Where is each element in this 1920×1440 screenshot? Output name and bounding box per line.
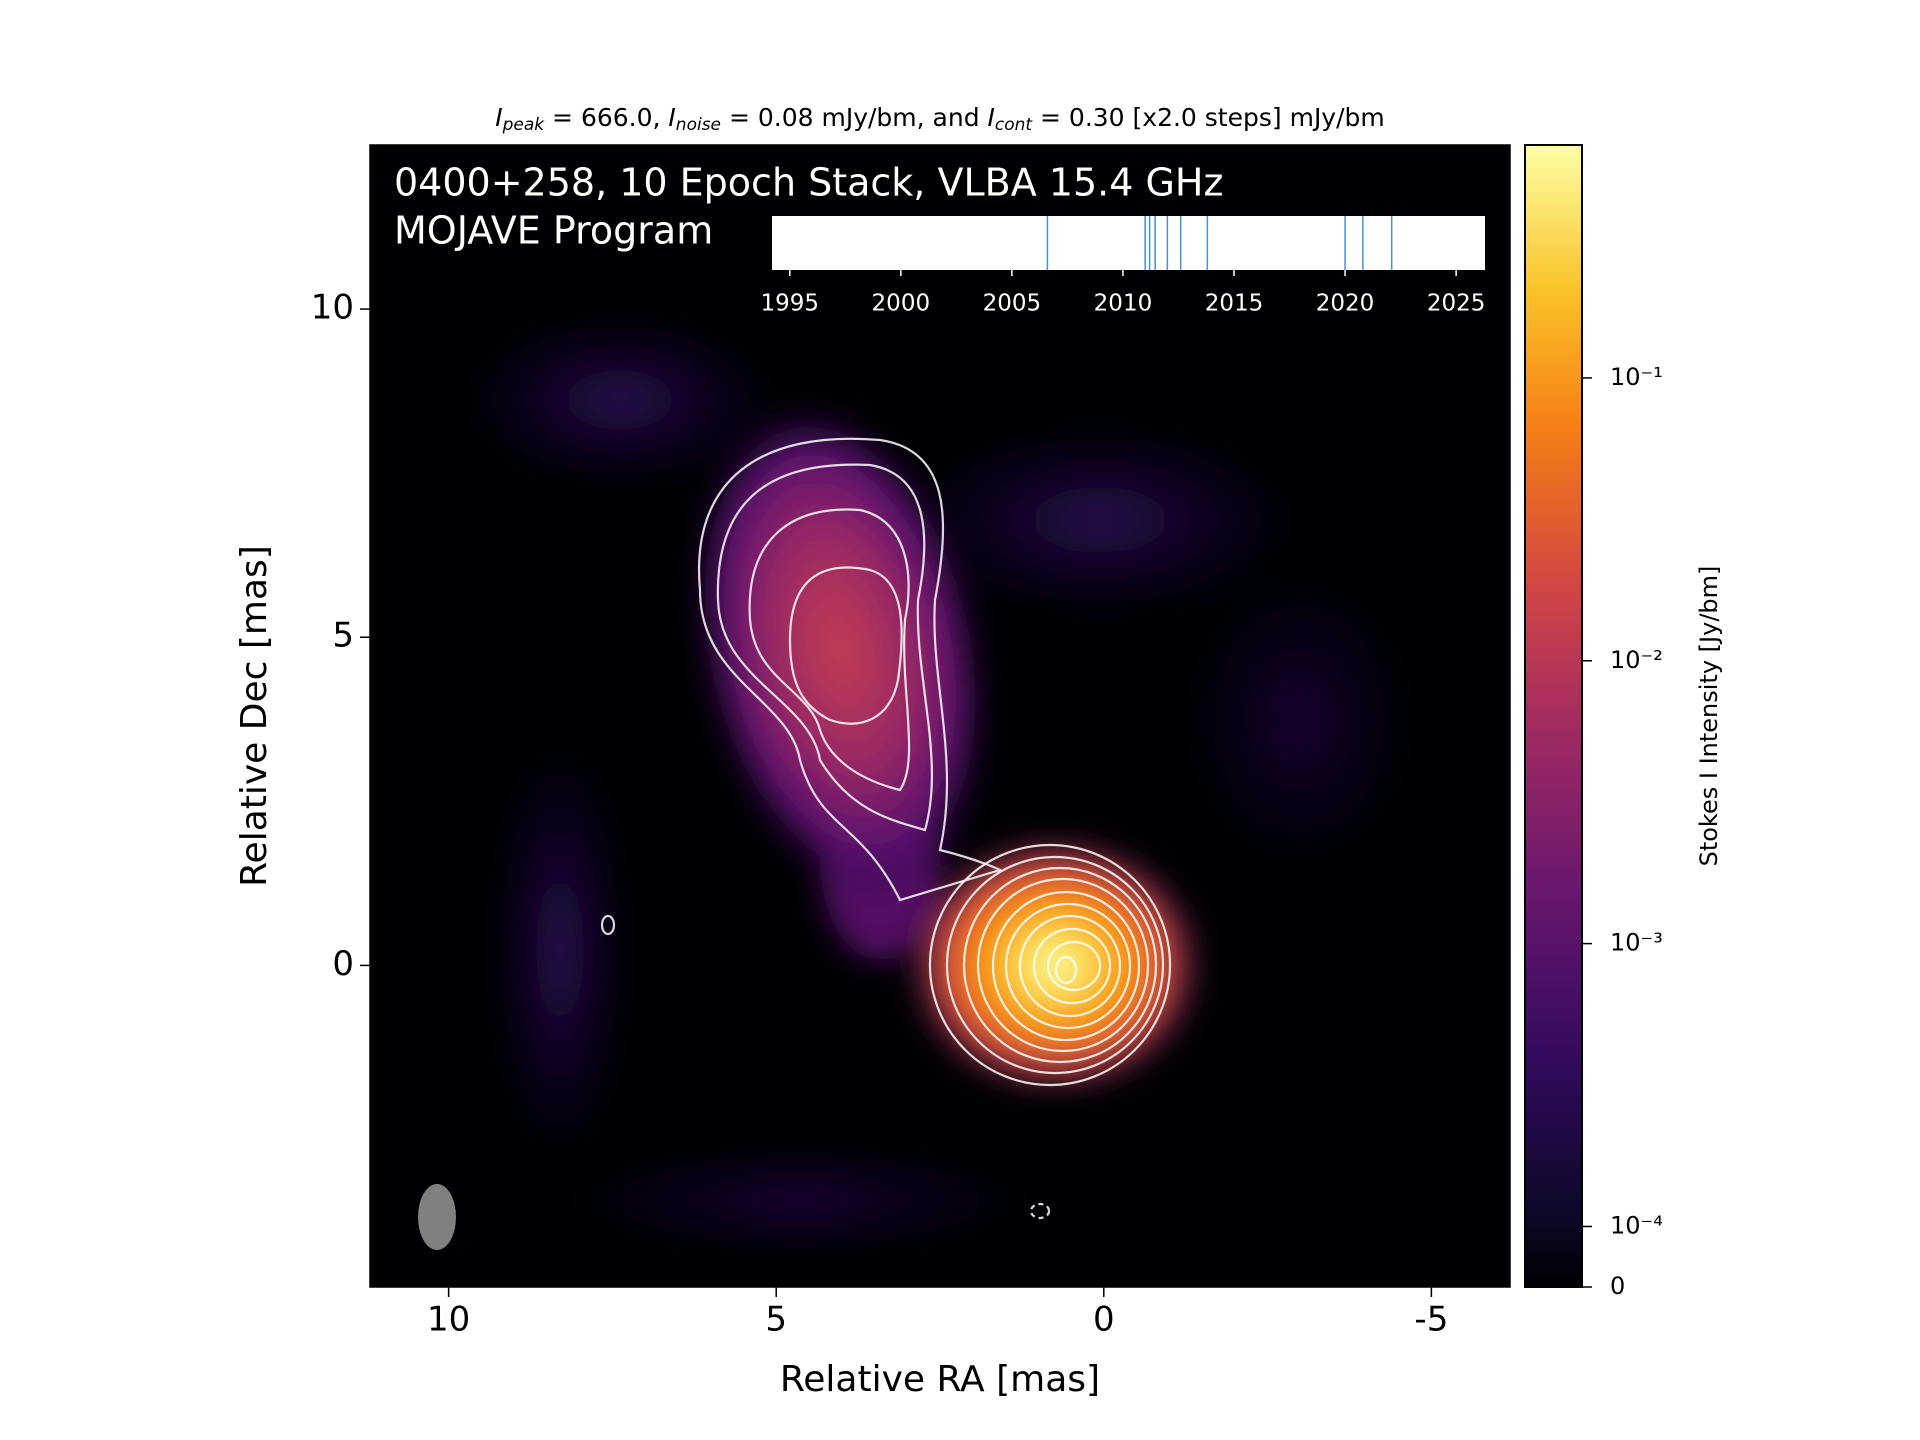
title-part: = 0.30 [x2.0 steps] mJy/bm	[1032, 103, 1385, 132]
title-part: = 666.0,	[544, 103, 668, 132]
y-tick-label: 5	[332, 616, 354, 656]
image	[418, 310, 1420, 1260]
chart-title: Ipeak = 666.0, Inoise = 0.08 mJy/bm, and…	[495, 103, 1385, 135]
title-part: cont	[995, 115, 1034, 135]
image-label: MOJAVE Program	[394, 209, 713, 253]
title-part: I	[668, 103, 675, 132]
epoch-tick-label: 2025	[1427, 291, 1486, 317]
y-tick-label: 0	[332, 944, 354, 984]
colorbar-tick-label: 10⁻¹	[1610, 363, 1663, 391]
x-tick-label: 5	[765, 1300, 787, 1340]
title-part: = 0.08 mJy/bm, and	[721, 103, 988, 132]
image-label: 0400+258, 10 Epoch Stack, VLBA 15.4 GHz	[394, 161, 1223, 205]
title-part: noise	[676, 115, 721, 135]
colorbar-tick-label: 10⁻²	[1610, 646, 1663, 674]
epoch-tick-label: 2005	[983, 291, 1042, 317]
title-part: I	[495, 103, 502, 132]
title-part: peak	[502, 115, 546, 135]
colorbar-tick-label: 10⁻³	[1610, 929, 1663, 957]
title-part: I	[988, 103, 995, 132]
epoch-tick-label: 2010	[1094, 291, 1153, 317]
x-axis-label: Relative RA [mas]	[780, 1359, 1100, 1400]
epoch-tick-label: 2015	[1205, 291, 1264, 317]
axes-frame	[369, 144, 1511, 1288]
colorbar	[1524, 144, 1583, 1288]
epoch-inset	[772, 216, 1485, 270]
x-tick-label: -5	[1414, 1300, 1448, 1340]
beam	[418, 1184, 456, 1250]
colorbar-label: Stokes I Intensity [Jy/bm]	[1695, 566, 1723, 867]
epoch-tick-label: 2000	[872, 291, 931, 317]
y-tick-label: 10	[311, 288, 354, 328]
colorbar-tick-label: 10⁻⁴	[1610, 1211, 1663, 1239]
colorbar-tick-label: 0	[1610, 1272, 1625, 1300]
epoch-tick-label: 1995	[760, 291, 819, 317]
epoch-tick-label: 2020	[1316, 291, 1375, 317]
y-axis-label: Relative Dec [mas]	[234, 545, 275, 887]
x-tick-label: 10	[427, 1300, 470, 1340]
x-tick-label: 0	[1093, 1300, 1115, 1340]
